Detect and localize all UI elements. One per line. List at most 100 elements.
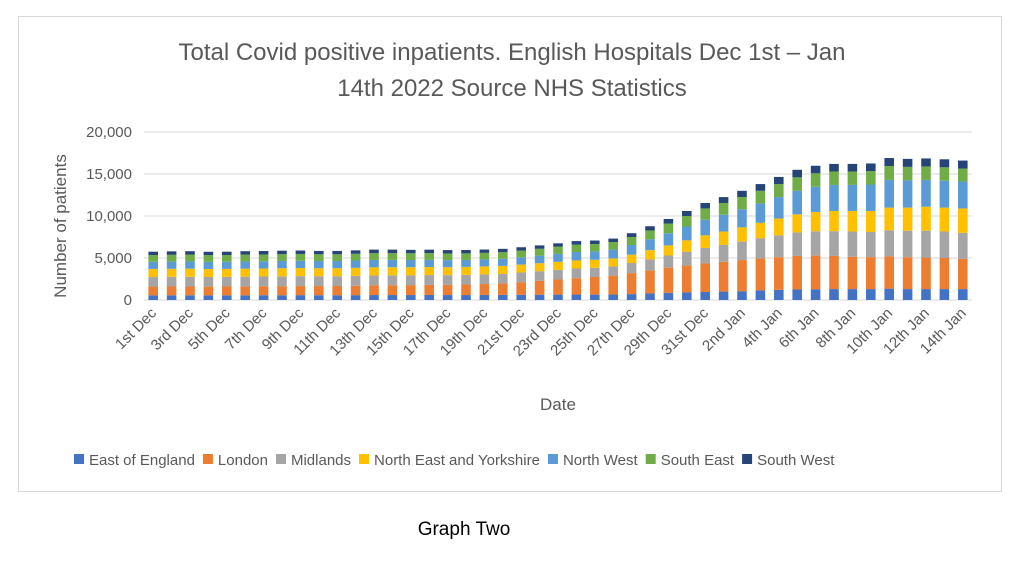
bar-segment	[939, 180, 950, 208]
bar-segment	[314, 286, 324, 296]
bar-segment	[406, 260, 416, 268]
bar-segment	[332, 295, 342, 300]
bar-segment	[240, 276, 250, 287]
bar-segment	[295, 295, 306, 300]
legend-swatch	[74, 454, 84, 464]
legend-swatch	[202, 454, 213, 464]
bar-segment	[645, 239, 655, 251]
bar-segment	[185, 286, 195, 296]
bar-segment	[240, 254, 250, 262]
bar-segment	[847, 231, 858, 257]
bar-segment	[222, 255, 232, 262]
y-axis-label: Number of patients	[51, 154, 70, 298]
bar-segment	[737, 260, 747, 292]
bar-segment	[369, 285, 379, 296]
bar-segment	[314, 261, 324, 269]
bar-segment	[774, 257, 784, 290]
bar-segment	[755, 238, 766, 259]
bar-segment	[350, 285, 361, 296]
bar-segment	[148, 295, 158, 300]
bar-segment	[553, 269, 563, 280]
bar-segment	[369, 295, 379, 300]
legend-label: London	[218, 452, 268, 469]
bar-segment	[314, 254, 324, 262]
bar-segment	[590, 294, 600, 300]
bar-segment	[921, 158, 931, 167]
bar-segment	[498, 248, 508, 253]
bar-segment	[700, 263, 710, 293]
bar-segment	[958, 181, 968, 209]
bar-segment	[958, 160, 968, 169]
bar-segment	[755, 184, 766, 191]
y-tick-label: 15,000	[86, 166, 132, 183]
bar-segment	[148, 276, 158, 287]
bar-segment	[718, 244, 729, 262]
bar-segment	[626, 254, 637, 264]
bar-segment	[939, 289, 950, 300]
bar-segment	[406, 295, 416, 300]
bar-segment	[258, 276, 269, 287]
bar-segment	[682, 265, 692, 293]
bar-segment	[590, 276, 600, 295]
y-tick-label: 10,000	[86, 208, 132, 225]
chart-title-line-1: Total Covid positive inpatients. English…	[178, 39, 845, 66]
bar-segment	[700, 202, 710, 209]
bar-segment	[608, 249, 618, 259]
bar-segment	[295, 276, 306, 287]
bar-segment	[792, 214, 802, 233]
bar-segment	[645, 293, 655, 300]
bar-segment	[902, 158, 913, 167]
bar-segment	[424, 294, 434, 300]
bar-segment	[424, 266, 434, 276]
bar-segment	[369, 249, 379, 254]
bar-segment	[277, 250, 287, 255]
bar-segment	[240, 286, 250, 296]
bar-segment	[847, 210, 858, 232]
bar-segment	[663, 218, 674, 224]
bar-segment	[332, 285, 342, 296]
bar-segment	[240, 251, 250, 255]
bar-segment	[479, 294, 490, 300]
bar-segment	[700, 219, 710, 236]
bar-segment	[737, 209, 747, 228]
bar-segment	[387, 259, 398, 268]
bar-segment	[921, 166, 931, 180]
bar-segment	[774, 218, 784, 236]
bar-segment	[222, 251, 232, 256]
bar-segment	[295, 268, 306, 277]
bar-segment	[737, 241, 747, 261]
bar-segment	[718, 291, 729, 300]
bar-segment	[774, 235, 784, 258]
bar-segment	[608, 266, 618, 276]
bar-segment	[663, 233, 674, 246]
bar-segment	[314, 276, 324, 287]
bar-segment	[534, 248, 545, 256]
bar-segment	[479, 266, 490, 275]
bar-segment	[792, 190, 802, 215]
bar-segment	[498, 265, 508, 274]
bar-segment	[718, 214, 729, 232]
bar-segment	[774, 176, 784, 185]
bar-segment	[332, 268, 342, 277]
bar-segment	[166, 286, 177, 296]
bar-segment	[590, 243, 600, 252]
bar-segment	[884, 207, 894, 231]
bar-segment	[314, 268, 324, 277]
bar-segment	[700, 208, 710, 220]
bar-segment	[792, 232, 802, 256]
bar-segment	[295, 286, 306, 296]
bar-segment	[737, 227, 747, 242]
bar-segment	[663, 267, 674, 293]
bar-segment	[424, 249, 434, 254]
bar-segment	[203, 276, 214, 287]
bar-segment	[369, 275, 379, 286]
bar-segment	[682, 240, 692, 252]
bar-segment	[479, 252, 490, 260]
bar-segment	[884, 179, 894, 208]
bar-segment	[461, 274, 471, 285]
bar-segment	[902, 180, 913, 208]
bar-segment	[222, 268, 232, 277]
bar-segment	[608, 294, 618, 300]
bar-segment	[645, 250, 655, 260]
